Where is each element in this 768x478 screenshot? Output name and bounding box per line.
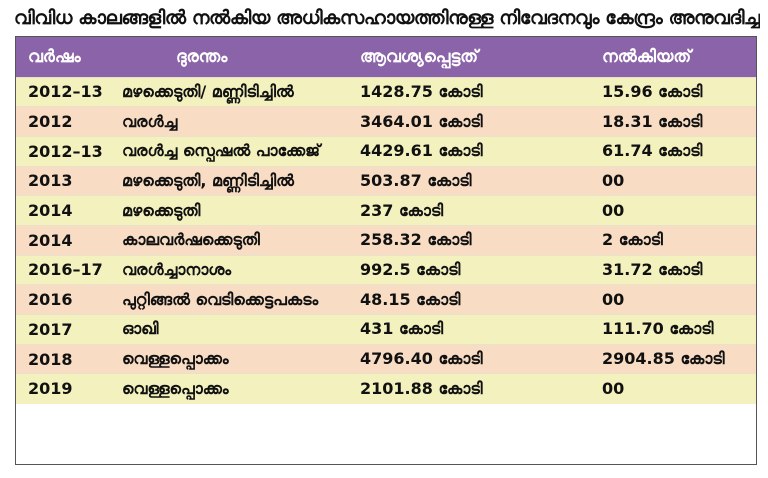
cell-disaster: കാലവർഷക്കെടുതി (104, 224, 340, 256)
cell-year: 2014 (16, 195, 104, 226)
table-row: 2017 ഓഖി 431 കോടി 111.70 കോടി (16, 314, 756, 345)
cell-given: 61.74 കോടി (580, 135, 756, 167)
cell-requested: 2101.88 കോടി (340, 373, 580, 404)
column-header-given: നൽകിയത് (602, 46, 692, 67)
cell-requested: 258.32 കോടി (340, 224, 580, 256)
cell-year: 2014 (16, 224, 104, 256)
table-title: വിവിധ കാലങ്ങളിൽ നൽകിയ അധികസഹായത്തിനുള്ള … (14, 7, 760, 29)
aid-table: വർഷം ദുരന്തം ആവശ്യപ്പെട്ടത് നൽകിയത് 2012… (15, 36, 757, 465)
table-row: 2016 പുറ്റിങ്ങൽ വെടിക്കെട്ടപകടം 48.15 കോ… (16, 284, 756, 315)
cell-year: 2019 (16, 373, 104, 404)
cell-year: 2016 (16, 284, 104, 315)
cell-disaster: ഓഖി (104, 314, 340, 345)
cell-year: 2013 (16, 165, 104, 196)
cell-year: 2016–17 (16, 254, 104, 285)
cell-given: 31.72 കോടി (580, 254, 756, 285)
table-row: 2016–17 വരൾച്ചാനാശം 992.5 കോടി 31.72 കോട… (16, 254, 756, 285)
table-row: 2012–13 മഴക്കെടുതി/ മണ്ണിടിച്ചിൽ 1428.75… (16, 76, 756, 107)
cell-requested: 3464.01 കോടി (340, 106, 580, 137)
cell-requested: 4429.61 കോടി (340, 135, 580, 167)
cell-disaster: വെള്ളപ്പൊക്കം (104, 343, 340, 374)
cell-given: 18.31 കോടി (580, 106, 756, 137)
cell-disaster: മഴക്കെടുതി, മണ്ണിടിച്ചിൽ (104, 165, 340, 196)
cell-given: 00 (580, 165, 756, 196)
cell-disaster: വരൾച്ച (104, 106, 340, 137)
header-row: വർഷം ദുരന്തം ആവശ്യപ്പെട്ടത് നൽകിയത് (16, 37, 756, 77)
cell-disaster: മഴക്കെടുതി/ മണ്ണിടിച്ചിൽ (104, 76, 340, 107)
cell-given: 2 കോടി (580, 224, 756, 256)
table-row: 2012–13 വരൾച്ച സ്പെഷൽ പാക്കേജ് 4429.61 ക… (16, 135, 756, 167)
cell-disaster: വരൾച്ചാനാശം (104, 254, 340, 285)
column-header-disaster: ദുരന്തം (176, 46, 228, 67)
cell-disaster: മഴക്കെടുതി (104, 195, 340, 226)
cell-given: 111.70 കോടി (580, 314, 756, 345)
table-row: 2018 വെള്ളപ്പൊക്കം 4796.40 കോടി 2904.85 … (16, 343, 756, 374)
cell-requested: 1428.75 കോടി (340, 76, 580, 107)
table-row: 2014 കാലവർഷക്കെടുതി 258.32 കോടി 2 കോടി (16, 224, 756, 256)
table-row: 2014 മഴക്കെടുതി 237 കോടി 00 (16, 195, 756, 226)
cell-disaster: വരൾച്ച സ്പെഷൽ പാക്കേജ് (104, 135, 340, 167)
column-header-requested: ആവശ്യപ്പെട്ടത് (360, 46, 479, 67)
cell-given: 00 (580, 373, 756, 404)
cell-requested: 4796.40 കോടി (340, 343, 580, 374)
cell-year: 2018 (16, 343, 104, 374)
cell-given: 15.96 കോടി (580, 76, 756, 107)
cell-requested: 48.15 കോടി (340, 284, 580, 315)
table-header: വർഷം ദുരന്തം ആവശ്യപ്പെട്ടത് നൽകിയത് (16, 37, 756, 77)
cell-given: 00 (580, 195, 756, 226)
cell-year: 2012–13 (16, 135, 104, 167)
cell-disaster: പുറ്റിങ്ങൽ വെടിക്കെട്ടപകടം (104, 284, 340, 315)
cell-year: 2012–13 (16, 76, 104, 107)
column-header-year: വർഷം (28, 46, 81, 67)
table-row: 2019 വെള്ളപ്പൊക്കം 2101.88 കോടി 00 (16, 373, 756, 404)
table-body: 2012–13 മഴക്കെടുതി/ മണ്ണിടിച്ചിൽ 1428.75… (16, 76, 756, 404)
cell-given: 00 (580, 284, 756, 315)
cell-requested: 992.5 കോടി (340, 254, 580, 285)
cell-year: 2012 (16, 106, 104, 137)
table-row: 2012 വരൾച്ച 3464.01 കോടി 18.31 കോടി (16, 106, 756, 137)
cell-given: 2904.85 കോടി (580, 343, 756, 374)
cell-requested: 503.87 കോടി (340, 165, 580, 196)
table-row: 2013 മഴക്കെടുതി, മണ്ണിടിച്ചിൽ 503.87 കോട… (16, 165, 756, 196)
cell-requested: 431 കോടി (340, 314, 580, 345)
cell-requested: 237 കോടി (340, 195, 580, 226)
aid-table-grid: വർഷം ദുരന്തം ആവശ്യപ്പെട്ടത് നൽകിയത് 2012… (16, 37, 756, 404)
cell-year: 2017 (16, 314, 104, 345)
cell-disaster: വെള്ളപ്പൊക്കം (104, 373, 340, 404)
